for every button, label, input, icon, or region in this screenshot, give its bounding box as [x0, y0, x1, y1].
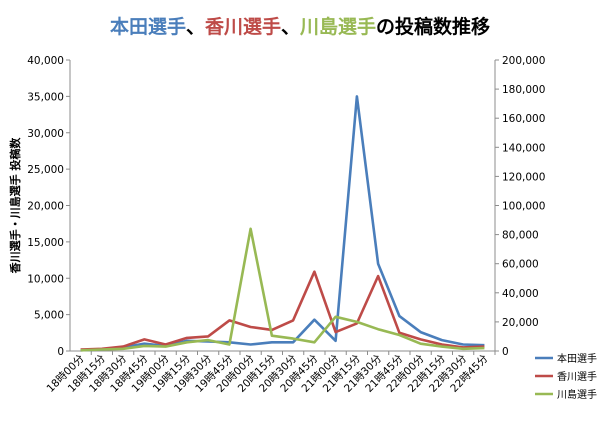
legend-label: 香川選手	[557, 370, 597, 383]
chart-title: 本田選手、香川選手、川島選手の投稿数推移	[0, 12, 600, 39]
y-right-tick-label: 40,000	[502, 288, 539, 300]
y-left-tick-label: 0	[57, 346, 64, 358]
title-segment: 香川選手	[204, 16, 281, 38]
series-line	[80, 227, 485, 352]
title-segment: 、	[281, 16, 301, 38]
y-left-axis-label: 香川選手・川島選手 投稿数	[8, 137, 22, 275]
y-right-tick-label: 180,000	[502, 84, 545, 96]
y-left-tick-label: 35,000	[27, 91, 64, 103]
y-right-tick-label: 0	[502, 346, 509, 358]
legend-label: 川島選手	[557, 388, 597, 401]
y-right-tick-label: 140,000	[502, 142, 545, 154]
y-right-tick-label: 100,000	[502, 201, 545, 213]
y-left-tick-label: 30,000	[27, 128, 64, 140]
y-right-tick-label: 120,000	[502, 171, 545, 183]
y-right-tick-label: 60,000	[502, 259, 539, 271]
y-left-tick-label: 20,000	[27, 201, 64, 213]
y-right-tick-label: 80,000	[502, 230, 539, 242]
y-left-tick-label: 40,000	[27, 55, 64, 67]
y-right-tick-label: 20,000	[502, 317, 539, 329]
y-right-tick-label: 200,000	[502, 55, 545, 67]
title-segment: の投稿数推移	[376, 16, 491, 38]
legend-label: 本田選手	[557, 352, 597, 365]
y-right-tick-label: 160,000	[502, 113, 545, 125]
title-segment: 、	[185, 16, 205, 38]
series-layer	[80, 95, 485, 352]
y-left-tick-label: 15,000	[27, 237, 64, 249]
y-left-tick-label: 5,000	[34, 310, 64, 322]
title-segment: 川島選手	[300, 16, 377, 38]
y-left-tick-label: 25,000	[27, 164, 64, 176]
y-left-tick-label: 10,000	[27, 273, 64, 285]
series-line	[80, 95, 485, 352]
title-segment: 本田選手	[109, 16, 186, 38]
series-line	[80, 270, 485, 351]
